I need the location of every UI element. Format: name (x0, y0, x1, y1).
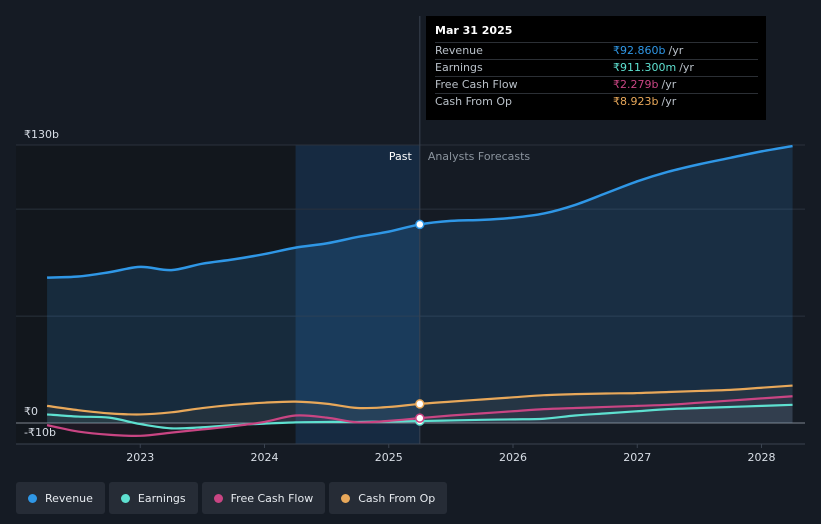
free-cash-flow-marker (415, 413, 425, 423)
tooltip-value: ₹2.279b (613, 78, 659, 91)
x-tick-label: 2024 (251, 451, 279, 464)
tooltip-unit: /yr (661, 78, 677, 91)
y-axis-label: -₹10b (24, 426, 56, 439)
series-markers (415, 219, 425, 426)
chart-legend: Revenue Earnings Free Cash Flow Cash From O… (16, 482, 448, 514)
tooltip-rows: Revenue ₹92.860b/yr Earnings ₹911.300m/yr Fr… (435, 42, 758, 110)
highlight-region (295, 145, 420, 444)
tooltip-row: Earnings ₹911.300m/yr (435, 59, 758, 76)
x-tick-label: 2027 (623, 451, 651, 464)
x-tick-label: 2023 (126, 451, 154, 464)
data-tooltip: Mar 31 2025 Revenue ₹92.860b/yr Earnings ₹9… (426, 16, 766, 120)
tooltip-value: ₹8.923b (613, 95, 659, 108)
legend-dot-icon (341, 493, 351, 503)
legend-dot-icon (120, 493, 130, 503)
revenue-marker (415, 219, 425, 230)
x-tick-label: 2028 (748, 451, 776, 464)
forecast-label: Analysts Forecasts (428, 150, 531, 163)
tooltip-label: Revenue (435, 44, 483, 57)
tooltip-unit: /yr (679, 61, 694, 74)
legend-item-earnings[interactable]: Earnings (108, 482, 198, 514)
legend-item-free-cash-flow[interactable]: Free Cash Flow (201, 482, 326, 514)
legend-item-revenue[interactable]: Revenue (16, 482, 105, 514)
gridlines (16, 144, 805, 445)
legend-label: Earnings (137, 491, 186, 505)
legend-dot-icon (28, 493, 37, 503)
earnings-area (47, 404, 793, 429)
legend-label: Revenue (45, 491, 93, 505)
legend-label: Cash From Op (358, 491, 436, 505)
tooltip-row: Revenue ₹92.860b/yr (435, 42, 758, 59)
past-label: Past (389, 150, 413, 163)
tooltip-label: Earnings (435, 61, 483, 74)
y-axis-label: ₹130b (24, 128, 59, 141)
x-tick-label: 2025 (375, 451, 403, 464)
tooltip-label: Cash From Op (435, 95, 513, 108)
x-tick-label: 2026 (499, 451, 527, 464)
legend-item-cash-from-op[interactable]: Cash From Op (329, 482, 448, 514)
tooltip-date: Mar 31 2025 (435, 24, 513, 37)
tooltip-value: ₹911.300m (613, 61, 677, 74)
tooltip-label: Free Cash Flow (435, 78, 518, 91)
tooltip-value: ₹92.860b (613, 44, 666, 57)
tooltip-row: Free Cash Flow ₹2.279b/yr (435, 76, 758, 93)
y-axis: ₹130b ₹0 -₹10b (24, 128, 59, 439)
legend-dot-icon (213, 493, 223, 503)
tooltip-row: Cash From Op ₹8.923b/yr (435, 93, 758, 110)
x-axis: 2023 2024 2025 2026 2027 2028 (126, 444, 776, 464)
legend-label: Free Cash Flow (230, 491, 314, 505)
y-axis-label: ₹0 (24, 405, 38, 418)
cash-from-op-marker (415, 399, 425, 409)
tooltip-unit: /yr (661, 95, 677, 108)
tooltip-unit: /yr (668, 44, 684, 57)
